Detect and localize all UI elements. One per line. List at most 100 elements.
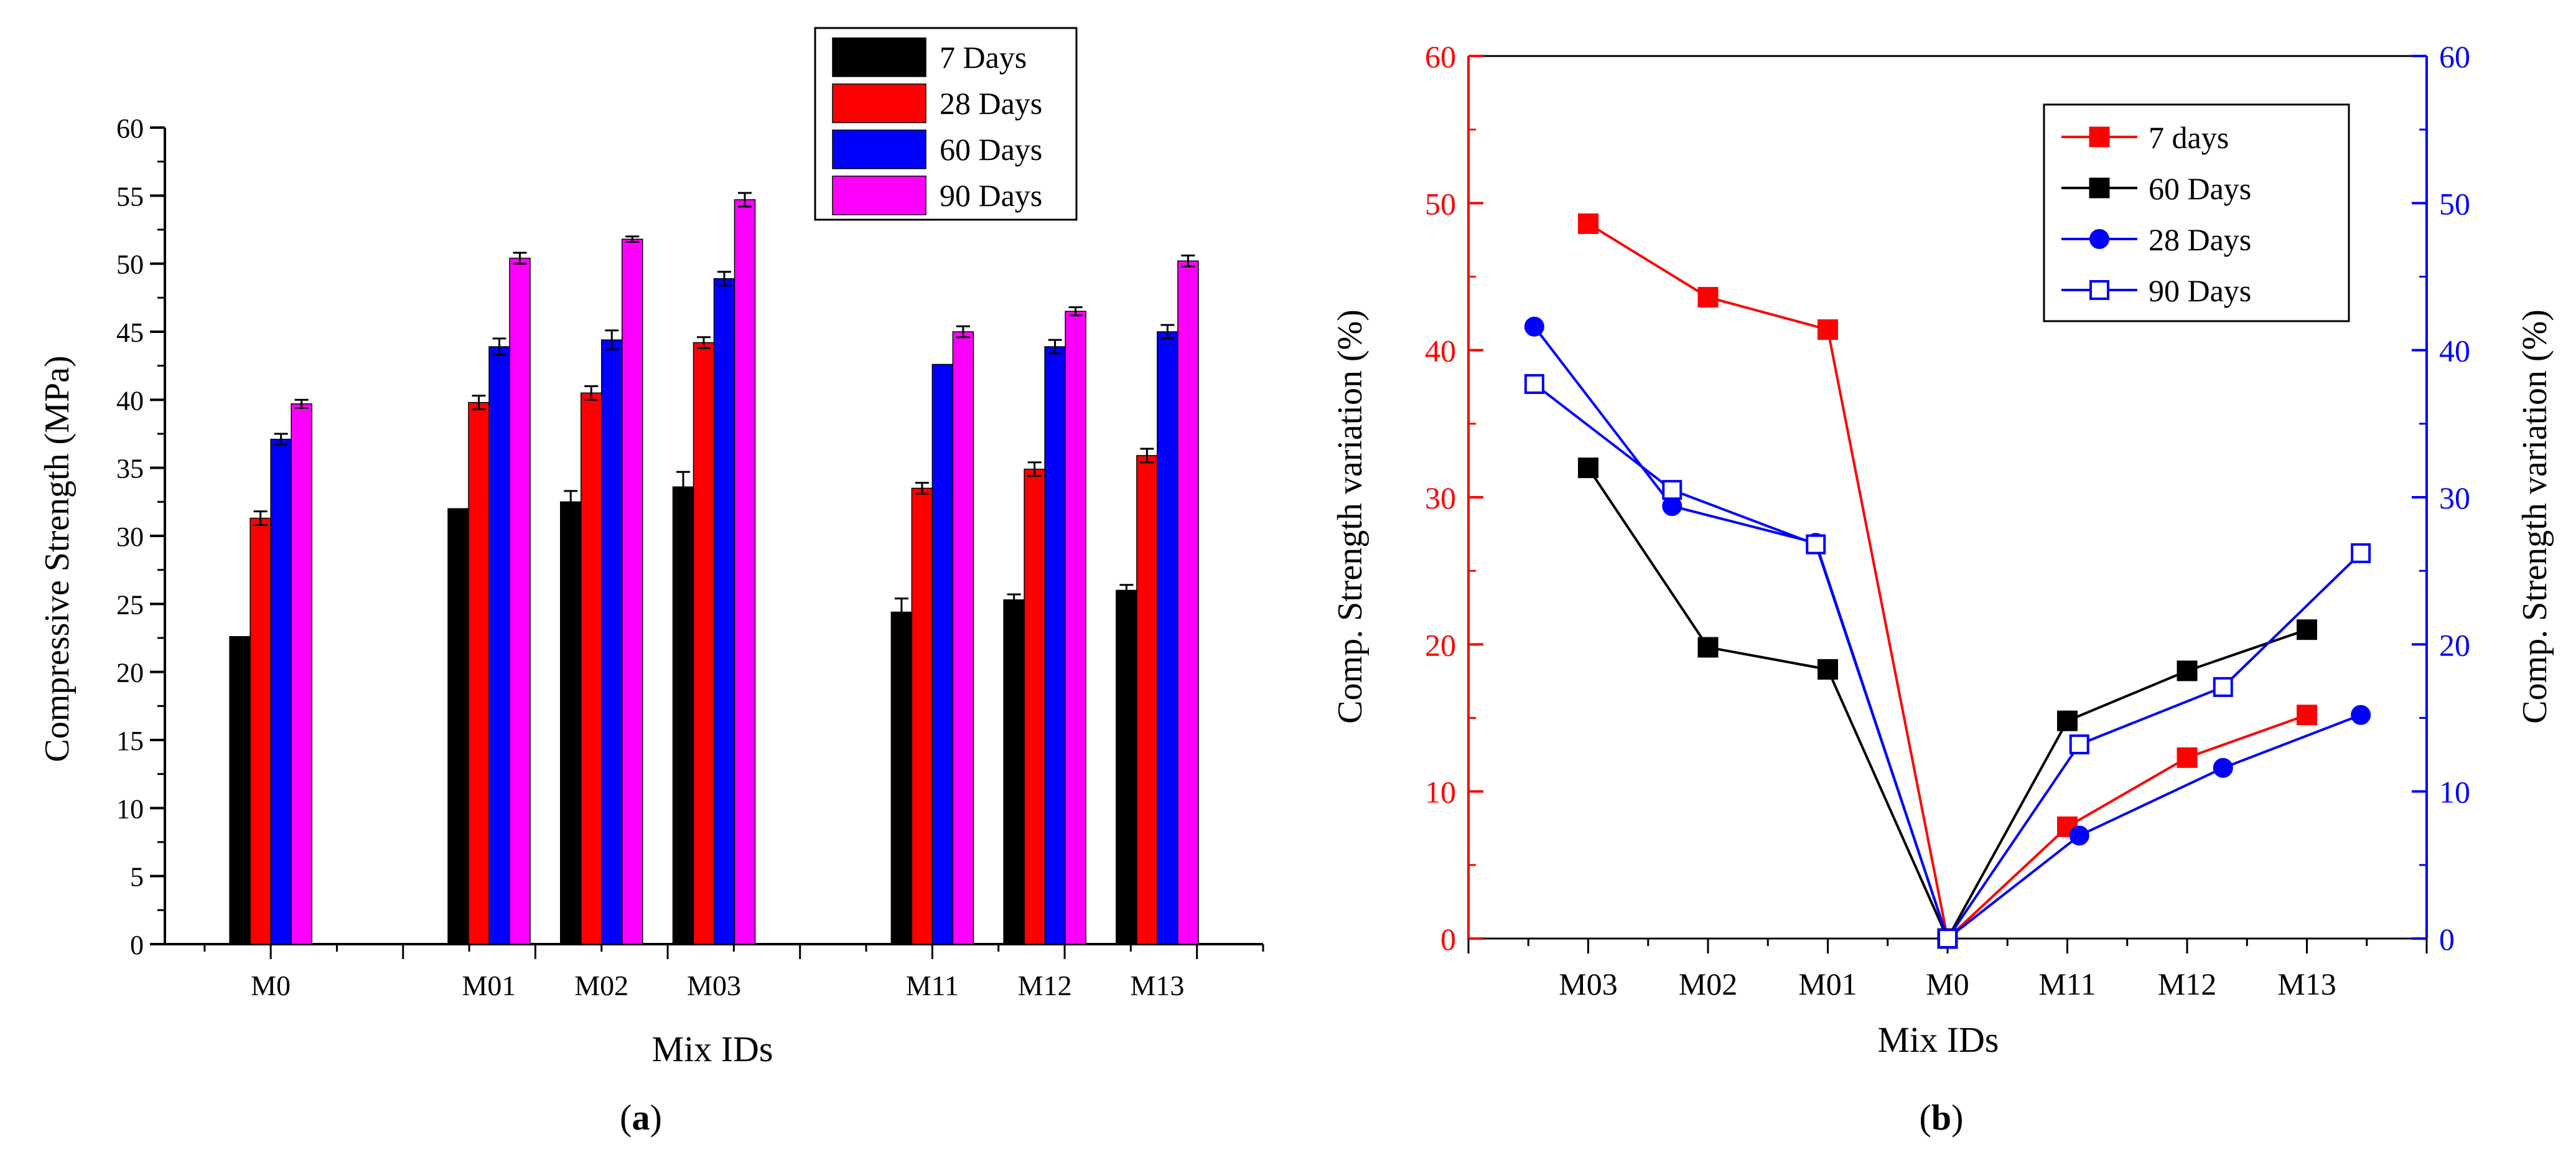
bar-90-days-m11 bbox=[952, 331, 974, 945]
point-60-days bbox=[2297, 619, 2317, 640]
panel-a-y-tick-label: 50 bbox=[116, 250, 144, 280]
panel-a-y-tick-label: 35 bbox=[116, 454, 144, 484]
panel-a-y-tick-label: 0 bbox=[130, 930, 144, 960]
panel-b-left-tick-label: 40 bbox=[1425, 334, 1456, 368]
panel-a-legend-swatch bbox=[832, 176, 926, 215]
bar-7-days-m01 bbox=[447, 508, 469, 945]
panel-a-legend: 7 Days 28 Days 60 Days 90 Days bbox=[814, 27, 1078, 221]
bar-7-days-m11 bbox=[890, 611, 913, 945]
panel-a-category-label: M11 bbox=[906, 970, 959, 1001]
panel-a-x-axis-label: Mix IDs bbox=[652, 1029, 773, 1069]
panel-b-right-tick-label: 40 bbox=[2439, 334, 2470, 368]
panel-b-right-tick-label: 0 bbox=[2439, 922, 2455, 957]
bar-90-days-m02 bbox=[621, 238, 643, 945]
point-60-days bbox=[1578, 457, 1598, 479]
bar-60-days-m01 bbox=[488, 346, 510, 945]
panel-a-tick-labels: 0 5 10 15 20 25 30 35 40 45 50 55 60 M0 M01 M02 M03 M11 M1… bbox=[116, 113, 1184, 1001]
bar-7-days-m02 bbox=[559, 501, 582, 945]
point-90-days bbox=[2213, 677, 2233, 697]
panel-b-legend-label: 7 days bbox=[2149, 120, 2229, 155]
bar-28-days-m12 bbox=[1024, 469, 1045, 945]
panel-b-legend-marker bbox=[2089, 126, 2110, 148]
bar-60-days-m02 bbox=[600, 339, 623, 945]
bar-28-days-m02 bbox=[580, 392, 602, 945]
bar-90-days-m12 bbox=[1065, 311, 1086, 945]
panel-b-legend-label: 90 Days bbox=[2149, 273, 2251, 308]
panel-a-y-tick-label: 30 bbox=[116, 522, 144, 552]
point-90-days bbox=[1662, 480, 1682, 500]
panel-a-category-label: M12 bbox=[1018, 970, 1072, 1001]
bar-90-days-m01 bbox=[509, 258, 531, 945]
panel-a-legend-swatch bbox=[832, 83, 926, 123]
panel-a-category-label: M01 bbox=[462, 970, 516, 1001]
panel-b-category-label: M13 bbox=[2277, 967, 2336, 1001]
panel-a-category-label: M13 bbox=[1130, 970, 1184, 1001]
point-28-days bbox=[2069, 825, 2089, 846]
panel-b-legend-marker bbox=[2089, 229, 2109, 249]
bar-90-days-m03 bbox=[734, 199, 756, 945]
bar-90-days-m13 bbox=[1177, 260, 1199, 945]
panel-a-category-label: M03 bbox=[687, 970, 741, 1001]
point-90-days bbox=[1806, 534, 1826, 555]
panel-b-category-label: M12 bbox=[2158, 967, 2216, 1001]
bar-28-days-m11 bbox=[911, 487, 933, 945]
bar-90-days-m0 bbox=[291, 403, 312, 945]
bar-60-days-m0 bbox=[270, 438, 292, 945]
panel-a-legend-label: 7 Days bbox=[940, 40, 1027, 75]
panel-b-legend-label: 60 Days bbox=[2149, 171, 2251, 206]
point-28-days bbox=[1524, 316, 1544, 337]
panel-b-x-axis-label: Mix IDs bbox=[1878, 1019, 1999, 1060]
point-60-days bbox=[1697, 637, 1719, 658]
panel-b-y-axis-label-right: Comp. Strength variation (%) bbox=[2516, 309, 2554, 724]
panel-a-legend-label: 60 Days bbox=[940, 132, 1042, 167]
point-90-days bbox=[1938, 929, 1958, 949]
point-90-days bbox=[2351, 543, 2371, 563]
point-7-days bbox=[1697, 287, 1719, 308]
panel-b-y-axis-label-left: Comp. Strength variation (%) bbox=[1331, 309, 1370, 724]
panel-a-y-tick-label: 10 bbox=[116, 794, 144, 824]
panel-a-bar-chart: 0 5 10 15 20 25 30 35 40 45 50 55 60 M0 M01 M02 M03 M11 M1… bbox=[38, 27, 1264, 1138]
panel-a-category-label: M0 bbox=[251, 970, 291, 1001]
panel-b-left-tick-label: 50 bbox=[1425, 186, 1456, 221]
bar-60-days-m13 bbox=[1157, 331, 1178, 945]
panel-b-left-tick-label: 20 bbox=[1425, 627, 1456, 662]
panel-b-right-tick-label: 50 bbox=[2439, 186, 2470, 221]
point-7-days bbox=[1818, 319, 1838, 340]
panel-b-right-tick-label: 60 bbox=[2439, 39, 2470, 74]
panel-a-y-tick-label: 15 bbox=[116, 726, 144, 756]
point-60-days bbox=[2057, 710, 2078, 731]
panel-b-left-tick-label: 10 bbox=[1425, 775, 1456, 810]
panel-b-right-tick-label: 10 bbox=[2439, 775, 2470, 810]
panel-b-category-label: M11 bbox=[2038, 967, 2096, 1001]
point-28-days bbox=[2213, 757, 2233, 778]
panel-b-legend-label: 28 Days bbox=[2149, 222, 2251, 257]
bar-7-days-m0 bbox=[229, 636, 251, 945]
bar-7-days-m12 bbox=[1003, 599, 1025, 945]
bar-28-days-m0 bbox=[250, 517, 271, 945]
bar-60-days-m11 bbox=[931, 363, 954, 945]
panel-a-y-axis-label: Compressive Strength (MPa) bbox=[38, 355, 77, 762]
panel-a-label: (a) bbox=[620, 1097, 662, 1138]
panel-b-legend: 7 days 60 Days 28 Days 90 Days bbox=[2043, 103, 2350, 322]
panel-a-y-tick-label: 25 bbox=[116, 589, 144, 620]
point-90-days bbox=[1524, 374, 1544, 395]
point-7-days bbox=[2177, 747, 2198, 768]
panel-b-legend-marker bbox=[2089, 280, 2109, 300]
bar-60-days-m03 bbox=[713, 278, 735, 945]
panel-a-legend-label: 90 Days bbox=[940, 178, 1042, 213]
point-90-days bbox=[2069, 734, 2089, 755]
point-7-days bbox=[1578, 213, 1598, 234]
panel-b-left-tick-label: 0 bbox=[1440, 922, 1456, 957]
panel-a-y-tick-label: 40 bbox=[116, 385, 144, 416]
panel-a-legend-label: 28 Days bbox=[940, 86, 1042, 121]
bar-60-days-m12 bbox=[1044, 346, 1066, 945]
panel-b-right-tick-label: 30 bbox=[2439, 480, 2470, 515]
panel-a-legend-swatch bbox=[832, 129, 926, 169]
panel-a-legend-swatch bbox=[832, 37, 926, 77]
panel-a-bars bbox=[229, 192, 1199, 945]
panel-b-tick-labels: 0 0 10 10 20 20 30 30 40 40 50 50 60 60 M03 M02 M01 M0 M11… bbox=[1425, 39, 2470, 1001]
point-60-days bbox=[1818, 659, 1838, 680]
bar-7-days-m13 bbox=[1116, 589, 1137, 945]
point-28-days bbox=[2351, 705, 2371, 725]
